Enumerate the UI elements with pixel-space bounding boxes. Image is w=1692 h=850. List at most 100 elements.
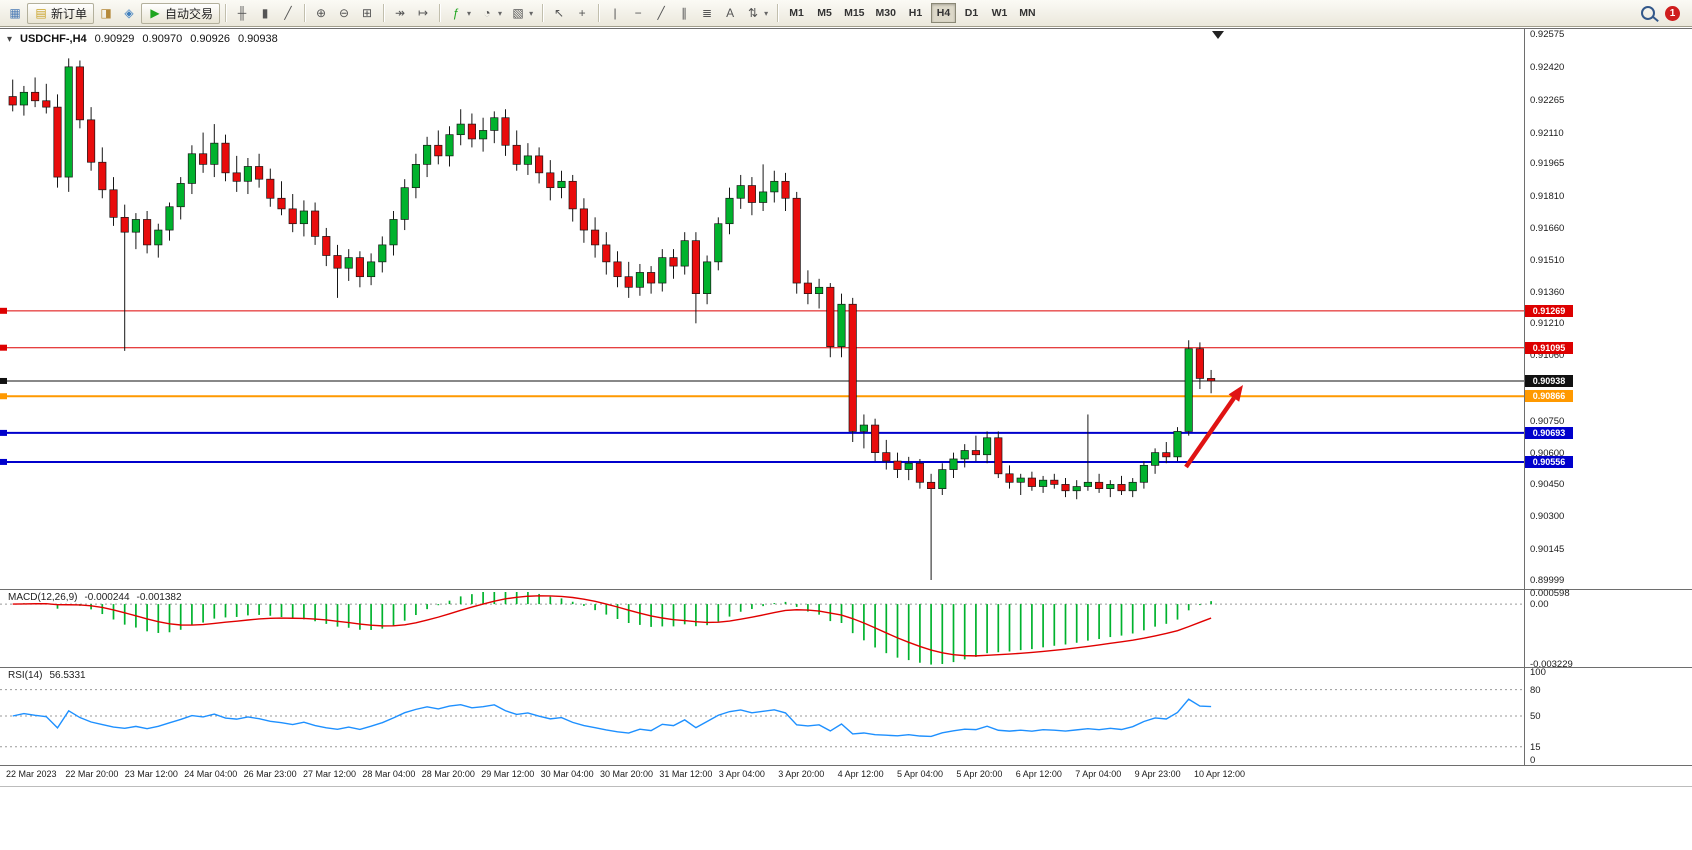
ohlc-close: 0.90938	[237, 33, 278, 45]
arrows-tool-dropdown-arrow[interactable]: ▾	[764, 8, 769, 18]
periods-button[interactable]: ◔ ▾	[476, 3, 506, 24]
candle-body	[647, 272, 656, 284]
profiles-button[interactable]: ◨	[95, 3, 117, 24]
candle-body	[232, 172, 241, 182]
candlestick-chart-button[interactable]: ▮	[254, 3, 276, 24]
candle-body	[1106, 484, 1115, 489]
panel-separator[interactable]	[0, 589, 1692, 590]
line-chart-button[interactable]: ╱	[277, 3, 299, 24]
crosshair-icon: +	[578, 6, 586, 20]
zoom-out-button[interactable]: ⊖	[333, 3, 355, 24]
candle-body	[815, 286, 824, 294]
line-chart-icon: ╱	[284, 6, 292, 20]
trendline-button[interactable]: ╱	[650, 3, 672, 24]
rsi-axis-label: 0	[1530, 755, 1536, 766]
text-label-button[interactable]: A	[719, 3, 741, 24]
time-axis-label: 22 Mar 20:00	[65, 769, 119, 779]
chart-shift-marker[interactable]	[1212, 31, 1224, 39]
candle-body	[983, 437, 992, 456]
timeframe-w1-button[interactable]: W1	[987, 3, 1012, 23]
zoom-in-button[interactable]: ⊕	[310, 3, 332, 24]
new-chart-button[interactable]: ▦	[4, 3, 26, 24]
candle-body	[949, 458, 958, 470]
panel-separator[interactable]	[0, 765, 1692, 766]
panel-separator[interactable]	[0, 667, 1692, 668]
trend-arrow-head[interactable]	[1228, 385, 1243, 402]
vertical-line-icon: |	[613, 6, 617, 20]
timeframe-mn-button[interactable]: MN	[1015, 3, 1040, 23]
indicators-button[interactable]: ƒ ▾	[445, 3, 475, 24]
candle-body	[1083, 481, 1092, 487]
candle-body	[826, 286, 835, 347]
periods-dropdown-arrow[interactable]: ▾	[498, 8, 503, 18]
candle-body	[1128, 481, 1137, 492]
candle-body	[98, 161, 107, 191]
candle-body	[288, 208, 297, 225]
macd-panel[interactable]	[0, 590, 1524, 667]
rsi-title: RSI(14)	[8, 670, 43, 681]
arrows-tool-button[interactable]: ⇅ ▾	[742, 3, 772, 24]
candle-body	[535, 155, 544, 174]
time-axis-label: 7 Apr 04:00	[1075, 769, 1122, 779]
timeframe-m1-button[interactable]: M1	[784, 3, 809, 23]
crosshair-button[interactable]: +	[571, 3, 593, 24]
cursor-icon: ↖	[554, 6, 565, 20]
candle-body	[691, 240, 700, 294]
timeframe-h1-button[interactable]: H1	[903, 3, 928, 23]
bar-chart-button[interactable]: ╫	[231, 3, 253, 24]
candle-body	[512, 144, 521, 165]
vertical-line-button[interactable]: |	[604, 3, 626, 24]
time-axis-label: 23 Mar 12:00	[124, 769, 178, 779]
templates-button[interactable]: ▧ ▾	[507, 3, 537, 24]
time-axis-label: 31 Mar 12:00	[659, 769, 713, 779]
toolbar-separator	[542, 4, 544, 22]
macd-title: MACD(12,26,9)	[8, 592, 78, 603]
candle-body	[31, 91, 40, 102]
timeframe-h4-button[interactable]: H4	[930, 3, 956, 23]
indicators-dropdown-arrow[interactable]: ▾	[467, 8, 472, 18]
timeframe-m15-button[interactable]: M15	[840, 3, 868, 23]
new-order-button[interactable]: ▤ 新订单	[27, 2, 95, 24]
horizontal-line-button[interactable]: −	[627, 3, 649, 24]
rsi-line[interactable]	[12, 698, 1212, 738]
price-axis-label: 0.91810	[1530, 191, 1565, 203]
candle-body	[624, 276, 633, 288]
auto-scroll-button[interactable]: ↠	[389, 3, 411, 24]
trend-arrow[interactable]	[1184, 396, 1236, 469]
search-icon[interactable]	[1641, 6, 1655, 20]
candle-body	[53, 106, 62, 178]
equidistant-channel-button[interactable]: ∥	[673, 3, 695, 24]
tile-windows-button[interactable]: ⊞	[356, 3, 378, 24]
candle-body	[154, 229, 163, 246]
tile-windows-icon: ⊞	[362, 6, 373, 20]
rsi-panel[interactable]	[0, 668, 1524, 765]
candle-body	[378, 244, 387, 263]
macd-signal-line[interactable]	[12, 595, 1212, 657]
toolbar-separator	[439, 4, 441, 22]
price-axis-label: 0.90300	[1530, 511, 1565, 523]
candle-body	[389, 219, 398, 246]
candle-body	[143, 219, 152, 246]
price-chart[interactable]	[0, 29, 1524, 589]
candle-body	[613, 261, 622, 278]
chart-shift-icon: ↦	[418, 6, 429, 20]
cursor-button[interactable]: ↖	[548, 3, 570, 24]
auto-scroll-icon: ↠	[395, 6, 406, 20]
candle-body	[859, 424, 868, 432]
chart-shift-button[interactable]: ↦	[412, 3, 434, 24]
candle-body	[960, 450, 969, 460]
one-click-trading-toggle[interactable]: ▾	[7, 33, 13, 45]
timeframe-d1-button[interactable]: D1	[959, 3, 984, 23]
fibonacci-button[interactable]: ≣	[696, 3, 718, 24]
timeframe-m30-button[interactable]: M30	[872, 3, 900, 23]
price-axis-label: 0.91060	[1530, 350, 1565, 362]
candle-body	[938, 469, 947, 489]
notification-badge[interactable]: 1	[1665, 5, 1680, 21]
metaeditor-button[interactable]: ◈	[118, 3, 140, 24]
price-axis-label: 0.92265	[1530, 94, 1565, 106]
candle-body	[971, 450, 980, 456]
chart-bottom-border	[0, 786, 1692, 787]
autotrading-button[interactable]: ▶ 自动交易	[141, 2, 221, 24]
timeframe-m5-button[interactable]: M5	[812, 3, 837, 23]
templates-dropdown-arrow[interactable]: ▾	[529, 8, 534, 18]
